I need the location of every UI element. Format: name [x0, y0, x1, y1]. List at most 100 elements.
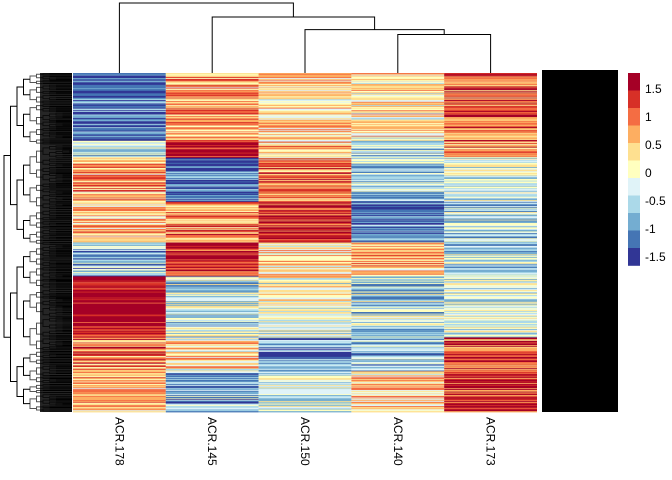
heatmap-cell	[444, 361, 537, 363]
heatmap-cell	[73, 286, 166, 288]
heatmap-cell	[351, 167, 445, 170]
heatmap-cell	[73, 234, 166, 237]
heatmap-cell	[165, 145, 259, 148]
heatmap-cell	[258, 94, 352, 96]
heatmap-cell	[258, 295, 352, 297]
heatmap-cell	[444, 164, 537, 166]
heatmap-cell	[444, 371, 537, 373]
heatmap-cell	[351, 202, 445, 204]
heatmap-cell	[73, 276, 166, 278]
heatmap-cell	[165, 272, 259, 274]
heatmap-cell	[351, 184, 445, 186]
heatmap-cell	[351, 280, 445, 282]
heatmap-cell	[351, 227, 445, 229]
heatmap-cell	[444, 331, 537, 333]
heatmap-cell	[258, 182, 352, 184]
heatmap-cell	[165, 98, 259, 100]
heatmap-cell	[165, 410, 259, 412]
heatmap-cell	[165, 385, 259, 387]
heatmap-cell	[351, 376, 445, 378]
heatmap-cell	[165, 284, 259, 286]
heatmap-cell	[444, 107, 537, 109]
heatmap-cell	[351, 282, 445, 284]
heatmap-cell	[444, 145, 537, 148]
heatmap-cell	[73, 180, 166, 182]
heatmap-cell	[351, 211, 445, 213]
legend-tick-label: 0	[645, 166, 652, 180]
heatmap-cell	[165, 121, 259, 123]
row-dendrogram-branch	[16, 179, 24, 230]
heatmap-cell	[165, 254, 259, 256]
heatmap-cell	[258, 161, 352, 164]
legend-swatch	[628, 195, 640, 214]
heatmap-cell	[258, 117, 352, 120]
heatmap-cell	[73, 133, 166, 135]
heatmap-cell	[444, 182, 537, 184]
heatmap-cell	[258, 323, 352, 325]
heatmap-cell	[165, 263, 259, 265]
heatmap-cell	[258, 288, 352, 290]
heatmap-cell	[73, 98, 166, 100]
heatmap-cell	[73, 407, 166, 410]
heatmap-cell	[73, 139, 166, 141]
heatmap-cell	[351, 150, 445, 152]
heatmap-cell	[165, 396, 259, 398]
heatmap-cell	[73, 368, 166, 371]
heatmap-cell	[351, 219, 445, 221]
heatmap-cell	[351, 78, 445, 81]
heatmap-cell	[444, 108, 537, 110]
heatmap-cell	[73, 200, 166, 203]
row-dendrogram-branch	[29, 75, 37, 83]
heatmap-cell	[351, 120, 445, 122]
heatmap-cell	[165, 83, 259, 85]
heatmap-cell	[258, 100, 352, 103]
heatmap-cell	[73, 137, 166, 139]
heatmap-cell	[444, 401, 537, 404]
heatmap-cell	[351, 141, 445, 143]
heatmap-cell	[258, 329, 352, 332]
heatmap-cell	[258, 125, 352, 127]
heatmap-cell	[258, 267, 352, 269]
heatmap-cell	[73, 406, 166, 408]
heatmap-cell	[444, 97, 537, 99]
heatmap-cell	[258, 230, 352, 232]
heatmap-cell	[444, 230, 537, 232]
heatmap-cell	[351, 405, 445, 407]
heatmap-cell	[444, 94, 537, 96]
heatmap-cell	[258, 73, 352, 75]
heatmap-cell	[165, 212, 259, 215]
heatmap-cell	[444, 309, 537, 311]
heatmap-cell	[258, 153, 352, 155]
heatmap-cell	[73, 124, 166, 126]
heatmap-cell	[351, 169, 445, 171]
heatmap-cell	[73, 295, 166, 297]
heatmap-cell	[73, 199, 166, 201]
heatmap-cell	[444, 408, 537, 410]
heatmap-cell	[258, 179, 352, 182]
heatmap-cell	[444, 188, 537, 190]
heatmap-cell	[73, 306, 166, 309]
heatmap-cell	[444, 352, 537, 354]
heatmap-cell	[444, 223, 537, 225]
heatmap-cell	[351, 378, 445, 381]
heatmap-cell	[73, 342, 166, 344]
heatmap-cell	[258, 157, 352, 159]
heatmap-cell	[258, 411, 352, 413]
heatmap-cell	[165, 104, 259, 106]
heatmap-cell	[258, 330, 352, 332]
heatmap-cell	[444, 399, 537, 401]
heatmap-cell	[258, 229, 352, 232]
heatmap-cell	[258, 324, 352, 326]
heatmap-cell	[444, 247, 537, 249]
heatmap-cell	[165, 109, 259, 111]
heatmap-cell	[258, 328, 352, 331]
heatmap-cell	[165, 213, 259, 215]
heatmap-cell	[444, 145, 537, 147]
heatmap-cell	[73, 339, 166, 341]
heatmap-cell	[351, 244, 445, 246]
heatmap-cell	[165, 178, 259, 180]
heatmap-cell	[165, 257, 259, 259]
heatmap-cell	[165, 312, 259, 314]
heatmap-cell	[444, 139, 537, 142]
heatmap-cell	[351, 400, 445, 403]
